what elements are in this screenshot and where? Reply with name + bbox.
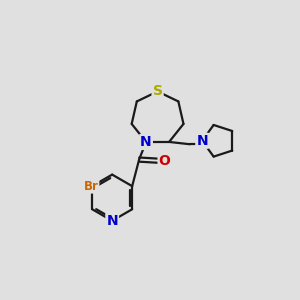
Text: O: O (159, 154, 170, 168)
Text: N: N (106, 214, 118, 228)
Text: S: S (153, 84, 163, 98)
Text: N: N (196, 134, 208, 148)
Text: N: N (140, 135, 152, 149)
Text: Br: Br (84, 180, 98, 193)
